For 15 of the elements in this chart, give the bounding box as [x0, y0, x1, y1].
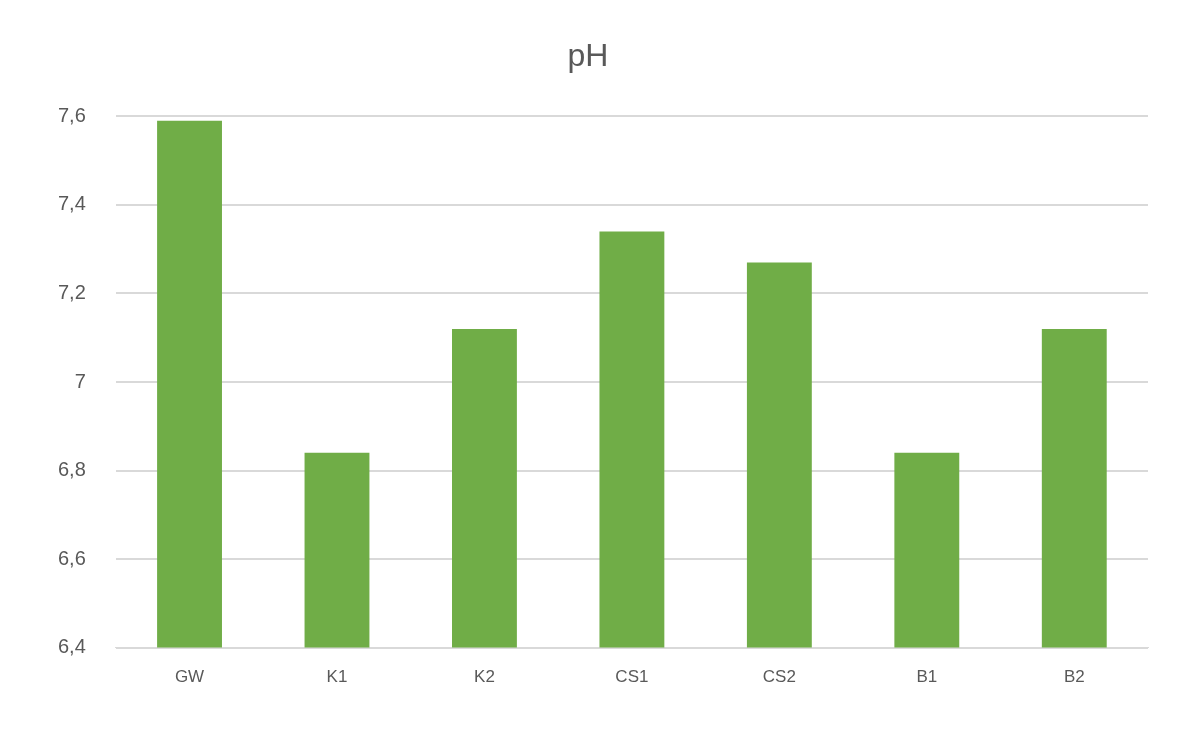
chart-title: pH: [567, 37, 609, 74]
x-tick-label: B1: [916, 667, 938, 687]
y-tick-label: 6,6: [57, 546, 86, 569]
x-tick-label: CS1: [615, 667, 649, 687]
x-tick-label: K1: [326, 667, 348, 687]
y-tick-label: 7,2: [57, 280, 86, 303]
y-tick-label: 7,6: [57, 103, 86, 126]
x-tick-label: CS2: [762, 667, 796, 687]
y-tick-label: 7: [74, 369, 86, 392]
x-tick-label: K2: [474, 667, 495, 687]
y-tick-label: 6,8: [57, 458, 86, 481]
x-tick-label: B2: [1063, 667, 1085, 687]
y-tick-label: 6,4: [57, 635, 86, 658]
x-tick-label: GW: [174, 667, 205, 687]
y-tick-label: 7,4: [57, 192, 86, 215]
